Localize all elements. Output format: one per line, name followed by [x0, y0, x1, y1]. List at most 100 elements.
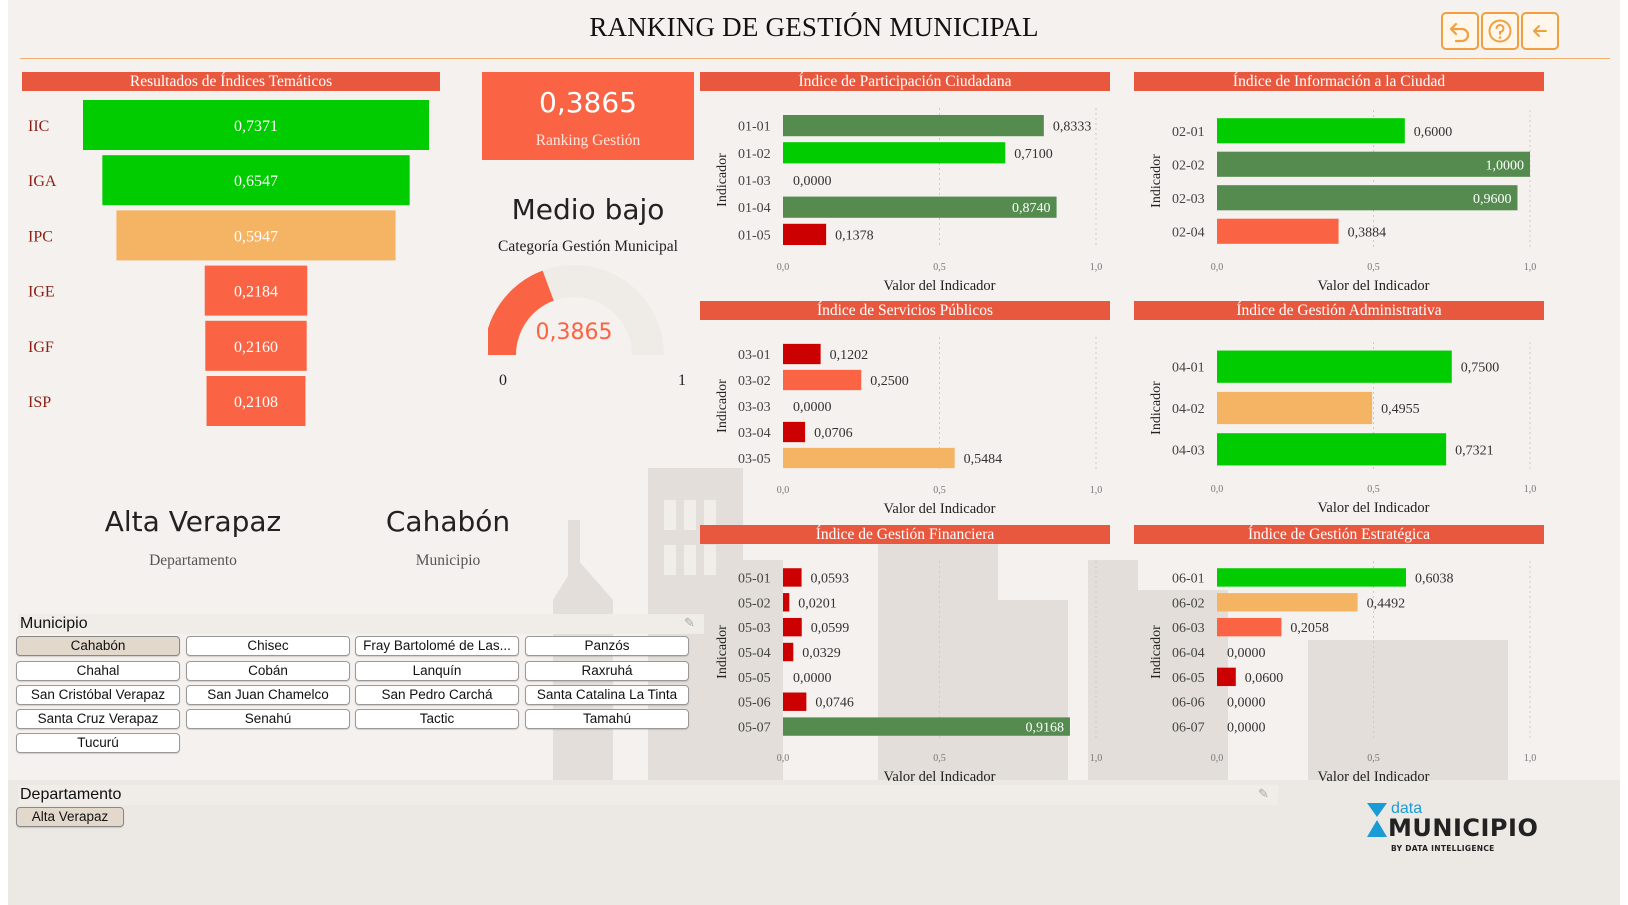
x-tick-label: 0,0: [1211, 484, 1224, 495]
clear-department-icon[interactable]: ✎: [1258, 786, 1269, 801]
municipio-option[interactable]: San Pedro Carchá: [355, 685, 519, 705]
municipio-option[interactable]: Cahabón: [16, 636, 180, 656]
y-tick-label: 05-05: [738, 671, 771, 686]
indicator-bar[interactable]: [783, 114, 1044, 137]
bar-value-label: 0,1202: [830, 348, 869, 363]
y-tick-label: 02-03: [1172, 192, 1205, 207]
indicator-bar[interactable]: [1217, 151, 1530, 177]
category-label: Categoría Gestión Municipal: [498, 238, 678, 255]
municipio-option[interactable]: Raxruhá: [525, 661, 689, 681]
municipio-option[interactable]: San Cristóbal Verapaz: [16, 685, 180, 705]
municipio-option[interactable]: Fray Bartolomé de Las...: [355, 636, 519, 656]
indicator-bar[interactable]: [783, 196, 1057, 218]
x-tick-label: 0,5: [933, 262, 946, 273]
indicator-bar[interactable]: [1217, 617, 1282, 637]
funnel-bar[interactable]: [116, 210, 396, 261]
municipio-slicer-title: Municipio: [20, 615, 88, 632]
bar-value-label: 0,2058: [1290, 621, 1329, 636]
indicator-bar[interactable]: [783, 447, 955, 469]
indicator-bar[interactable]: [1217, 433, 1447, 466]
indicator-bar[interactable]: [783, 617, 802, 637]
gauge-min-label: 0: [499, 372, 507, 389]
indicator-bar[interactable]: [1217, 118, 1405, 144]
y-tick-label: 05-01: [738, 571, 771, 586]
indicator-bar[interactable]: [783, 421, 806, 443]
funnel-category-label: IGF: [28, 339, 54, 356]
bar-value-label: 0,8333: [1053, 120, 1092, 135]
y-tick-label: 02-02: [1172, 158, 1205, 173]
departamento-option[interactable]: Alta Verapaz: [16, 807, 124, 827]
bar-value-label: 0,1378: [835, 228, 874, 243]
indicator-bar[interactable]: [783, 568, 802, 587]
funnel-value-label: 0,7371: [234, 118, 278, 135]
y-axis-title: Indicador: [715, 153, 730, 207]
bar-value-label: 0,4955: [1381, 402, 1420, 417]
indicator-bar[interactable]: [783, 593, 790, 612]
indicator-bar[interactable]: [783, 142, 1006, 164]
municipio-option[interactable]: San Juan Chamelco: [186, 685, 350, 705]
municipio-option[interactable]: Tactic: [355, 709, 519, 729]
indicator-bar[interactable]: [1217, 568, 1406, 587]
municipio-option[interactable]: Chahal: [16, 661, 180, 681]
indicator-bar[interactable]: [1217, 218, 1339, 244]
municipio-option[interactable]: Santa Cruz Verapaz: [16, 709, 180, 729]
funnel-category-label: ISP: [28, 394, 51, 411]
municipality-label: Municipio: [415, 552, 481, 569]
y-tick-label: 01-04: [738, 201, 771, 216]
indicator-bar[interactable]: [1217, 593, 1358, 612]
y-tick-label: 01-01: [738, 120, 771, 135]
funnel-bar[interactable]: [206, 376, 306, 426]
bar-value-label: 0,0000: [793, 400, 832, 415]
indicator-bar[interactable]: [783, 692, 807, 711]
dashboard-page: RANKING DE GESTIÓN MUNICIPAL Resultados …: [8, 0, 1620, 905]
municipio-option[interactable]: Tucurú: [16, 733, 180, 753]
bar-value-label: 0,5484: [964, 452, 1003, 467]
funnel-bar[interactable]: [83, 100, 429, 150]
indicator-bar[interactable]: [1217, 667, 1236, 687]
bar-value-label: 0,0600: [1245, 671, 1284, 686]
funnel-bar[interactable]: [205, 320, 307, 371]
indicator-bar[interactable]: [783, 642, 794, 662]
indicator-bar[interactable]: [1217, 350, 1452, 383]
clear-selection-icon[interactable]: ✎: [684, 615, 695, 630]
bar-value-label: 0,7500: [1461, 361, 1500, 376]
municipio-option[interactable]: Panzós: [525, 636, 689, 656]
public-services-header: Índice de Servicios Públicos: [700, 301, 1110, 320]
municipio-option[interactable]: Tamahú: [525, 709, 689, 729]
back-button[interactable]: [1521, 12, 1559, 50]
indicator-bar[interactable]: [783, 717, 1070, 736]
undo-button[interactable]: [1441, 12, 1479, 50]
ranking-score-value: 0,3865: [539, 86, 637, 119]
municipio-option[interactable]: Lanquín: [355, 661, 519, 681]
funnel-category-label: IGE: [28, 284, 55, 301]
indicator-bar[interactable]: [783, 369, 862, 391]
y-axis-title: Indicador: [1149, 625, 1164, 679]
datamunicipio-logo: data MUNICIPIO BY DATA INTELLIGENCE: [1366, 800, 1556, 860]
municipio-option[interactable]: Santa Catalina La Tinta: [525, 685, 689, 705]
funnel-bar[interactable]: [204, 265, 308, 316]
x-tick-label: 0,5: [1367, 484, 1380, 495]
bar-value-label: 0,8740: [1012, 201, 1051, 216]
department-label: Departamento: [149, 552, 237, 569]
thematic-indices-funnel-chart: IIC 0,7371 IGA 0,6547 IPC 0,5947 IGE 0,2184 IGF 0…: [28, 100, 429, 426]
help-button[interactable]: [1481, 12, 1519, 50]
financial-header: Índice de Gestión Financiera: [700, 525, 1110, 544]
y-axis-title: Indicador: [715, 625, 730, 679]
x-tick-label: 0,0: [1211, 262, 1224, 273]
indicator-bar[interactable]: [783, 223, 827, 246]
funnel-bar[interactable]: [102, 155, 410, 206]
bar-value-label: 0,0000: [1227, 721, 1266, 736]
bar-value-label: 0,9600: [1473, 192, 1512, 207]
x-tick-label: 0,0: [777, 485, 790, 496]
page-title: RANKING DE GESTIÓN MUNICIPAL: [589, 12, 1039, 42]
indicator-bar[interactable]: [1217, 185, 1518, 211]
municipio-option[interactable]: Senahú: [186, 709, 350, 729]
administrative-chart: Indicador 04-01 0,7500 04-02 0,4955 04-03 0,73…: [1149, 342, 1536, 516]
departamento-slicer-title: Departamento: [20, 786, 122, 803]
municipio-option[interactable]: Chisec: [186, 636, 350, 656]
municipio-option[interactable]: Cobán: [186, 661, 350, 681]
y-tick-label: 03-03: [738, 400, 771, 415]
indicator-bar[interactable]: [1217, 391, 1373, 425]
indicator-bar[interactable]: [783, 343, 821, 365]
